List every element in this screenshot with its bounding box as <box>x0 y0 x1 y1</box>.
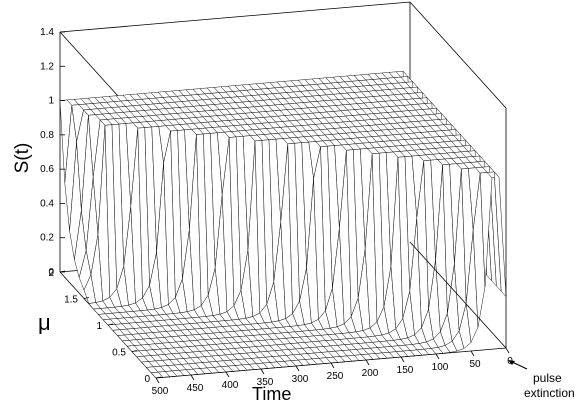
z-tick-label: 1 <box>48 96 54 107</box>
time-tick-label: 400 <box>222 380 239 391</box>
z-tick-label: 1.2 <box>40 61 54 72</box>
time-tick-mark <box>330 362 335 369</box>
time-tick-label: 500 <box>152 386 169 397</box>
mu-tick-label: 1 <box>96 321 102 332</box>
x-axis-label: Time <box>252 384 291 404</box>
z-tick-label: 0.6 <box>40 164 54 175</box>
z-tick-label: 0.8 <box>40 130 54 141</box>
z-axis-ticks: 0 0.2 0.4 0.6 0.8 1 1.2 1.4 <box>40 27 65 278</box>
z-tick-label: 0.4 <box>40 198 54 209</box>
time-tick-label: 350 <box>257 377 274 388</box>
mu-tick-label: 0 <box>144 374 150 385</box>
time-tick-mark <box>470 350 475 357</box>
z-tick-label: 0.2 <box>40 233 54 244</box>
time-tick-mark <box>225 371 230 378</box>
mu-tick-label: 1.5 <box>64 295 78 306</box>
time-tick-mark <box>365 359 370 366</box>
time-tick-mark <box>155 377 160 384</box>
box-edge <box>409 241 507 349</box>
time-tick-label: 200 <box>362 368 379 379</box>
time-tick-label: 100 <box>432 362 449 373</box>
mu-tick-mark <box>155 376 162 379</box>
time-tick-label: 150 <box>397 365 414 376</box>
time-tick-label: 50 <box>469 359 481 370</box>
pulse-extinction-arrowhead <box>508 360 515 365</box>
mu-axis-label: μ <box>38 310 51 335</box>
mu-tick-mark <box>59 270 66 273</box>
z-tick-label: 1.4 <box>40 27 54 38</box>
time-tick-mark <box>400 356 405 363</box>
mu-axis-ticks: 0 0.5 1 1.5 2 <box>48 268 162 385</box>
surface-mesh <box>59 70 507 379</box>
annotation-pulse: pulse <box>533 371 562 385</box>
z-tick-label: 0 <box>48 267 54 278</box>
annotation-extinction: extinction <box>524 386 575 400</box>
mu-tick-label: 2 <box>48 268 54 279</box>
time-tick-mark <box>260 368 265 375</box>
time-tick-mark <box>190 374 195 381</box>
time-tick-label: 300 <box>292 374 309 385</box>
time-tick-mark <box>505 347 510 354</box>
mu-tick-mark <box>131 350 138 352</box>
box-edge <box>59 1 411 33</box>
y-axis-label: S(t) <box>12 143 33 174</box>
time-tick-mark <box>295 365 300 372</box>
surface-cell <box>493 171 507 298</box>
mu-tick-label: 0.5 <box>112 348 126 359</box>
box-edge <box>409 1 507 109</box>
mu-tick-mark <box>107 323 114 326</box>
mu-tick-mark <box>83 297 90 299</box>
time-tick-label: 250 <box>327 371 344 382</box>
time-axis-ticks: 500450400350300250200150100500 <box>152 347 513 397</box>
time-tick-label: 450 <box>187 383 204 394</box>
time-tick-mark <box>435 353 440 360</box>
